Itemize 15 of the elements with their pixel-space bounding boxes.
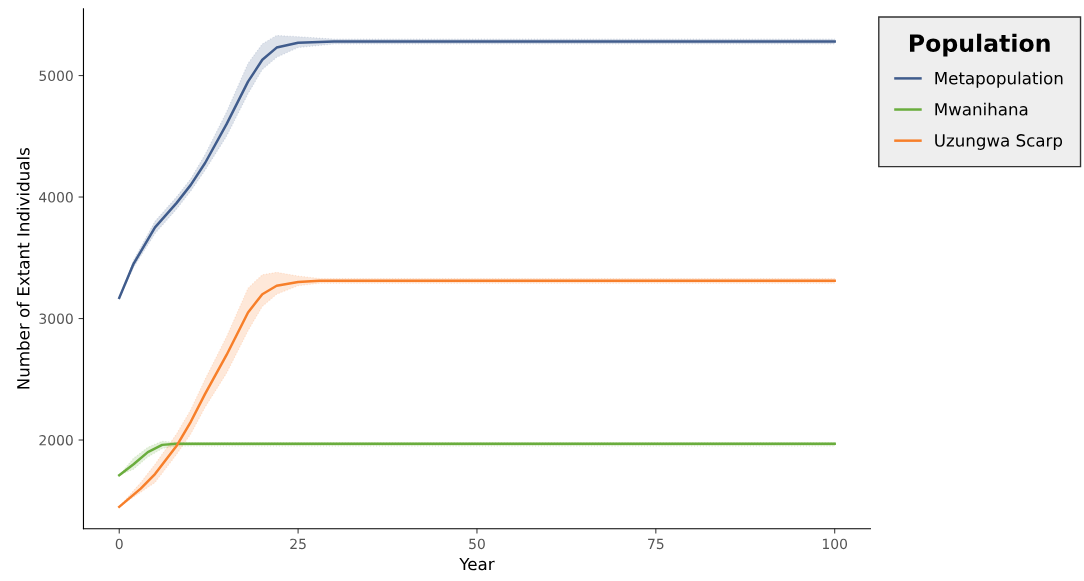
y-tick-label: 5000: [39, 70, 73, 82]
y-tick-label: 4000: [39, 192, 73, 203]
x-tick-label: 0: [115, 538, 123, 550]
legend-label: Mwanihana: [935, 102, 1028, 116]
x-tick-label: 50: [469, 538, 485, 550]
legend-label: Metapopulation: [935, 71, 1063, 88]
legend-title: Population: [909, 33, 1050, 57]
y-axis-title: Number of Extant Individuals: [16, 148, 30, 389]
x-tick-label: 100: [822, 538, 848, 550]
y-tick-label: 3000: [39, 313, 73, 324]
x-axis-title: Year: [459, 557, 495, 571]
legend-label: Uzungwa Scarp: [935, 134, 1063, 150]
x-tick-label: 75: [648, 538, 664, 550]
y-tick-label: 2000: [39, 434, 73, 446]
x-tick-label: 25: [290, 538, 306, 550]
